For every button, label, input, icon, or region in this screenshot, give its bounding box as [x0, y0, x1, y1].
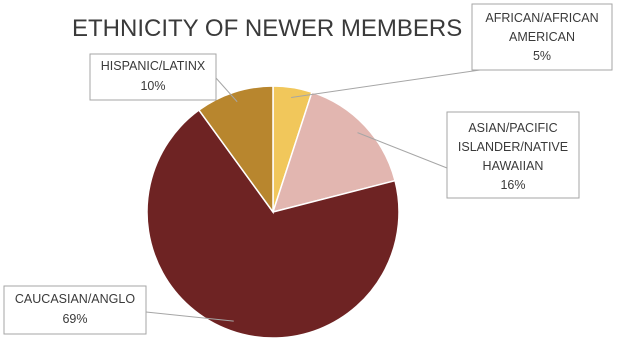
data-label-asian-pacific-islander-native-hawaiian-line-2: ISLANDER/NATIVE [458, 140, 568, 154]
label-box-hispanic-latinx [89, 53, 217, 101]
data-label-african-african-american-line-1: AFRICAN/AFRICAN [485, 11, 598, 25]
pie-slices [146, 85, 400, 339]
pie-slice-caucasian-anglo [146, 109, 400, 339]
data-labels: AFRICAN/AFRICAN AMERICAN 5% ASIAN/PACIFIC IS… [3, 3, 613, 335]
data-label-asian-pacific-islander-native-hawaiian-line-1: ASIAN/PACIFIC [468, 121, 557, 135]
data-label-caucasian-anglo-line-1: CAUCASIAN/ANGLO [15, 292, 135, 306]
chart-title: ETHNICITY OF NEWER MEMBERS [72, 15, 462, 42]
label-box-african-african-american [471, 3, 613, 71]
label-box-asian-pacific-islander-native-hawaiian [446, 111, 580, 199]
pie-slice-asian-pacific-islander-native-hawaiian [271, 91, 396, 214]
leader-line-asian-pacific-islander-native-hawaiian [357, 132, 448, 169]
data-label-asian-pacific-islander-native-hawaiian-line-3: HAWAIIAN [483, 159, 544, 173]
data-label-hispanic-latinx-line-2: 10% [140, 79, 165, 93]
leader-line-caucasian-anglo [145, 311, 234, 322]
leader-line-african-african-american [291, 69, 481, 99]
label-box-caucasian-anglo [3, 285, 147, 335]
pie-slice-hispanic-latinx [197, 85, 274, 215]
data-label-african-african-american-line-3: 5% [533, 49, 551, 63]
data-label-african-african-american-line-2: AMERICAN [509, 30, 575, 44]
data-label-caucasian-anglo-line-2: 69% [62, 312, 87, 326]
leader-line-hispanic-latinx [215, 77, 238, 103]
data-label-hispanic-latinx-line-1: HISPANIC/LATINX [101, 59, 206, 73]
data-label-asian-pacific-islander-native-hawaiian-line-4: 16% [500, 178, 525, 192]
